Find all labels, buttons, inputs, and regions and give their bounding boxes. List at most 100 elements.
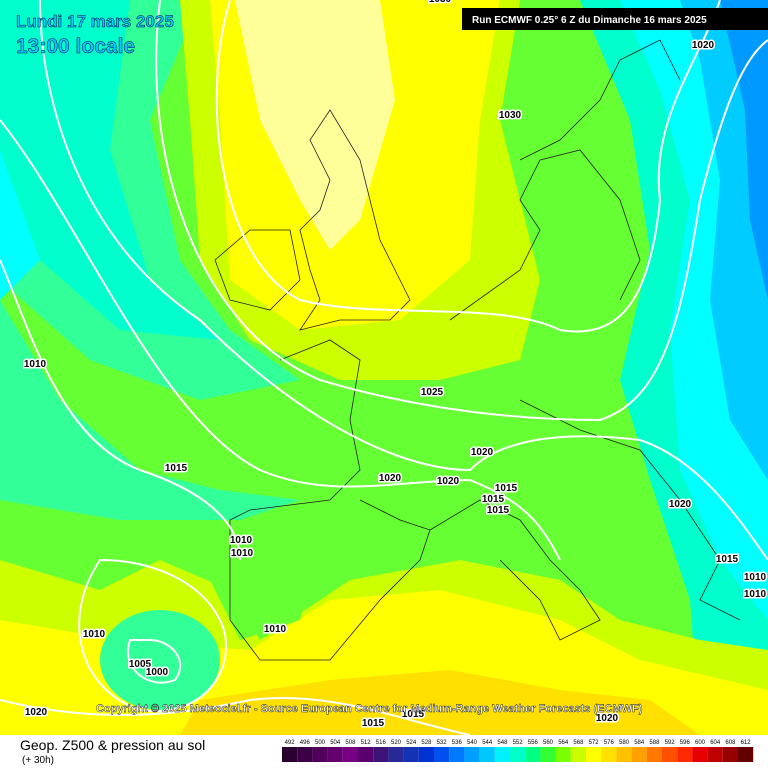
scale-label: 560 (543, 740, 554, 746)
isobar-label: 1015 (487, 505, 510, 516)
scale-label: 524 (406, 740, 417, 746)
scale-label: 540 (467, 740, 478, 746)
scale-label: 612 (741, 740, 752, 746)
isobar-labels: 1030 1020 1030 1010 1025 1020 1015 1020 1020 1015… (22, 0, 768, 731)
isobars (0, 0, 768, 713)
scale-swatch (297, 747, 313, 762)
scale-swatch (692, 747, 708, 762)
isobar-label: 1010 (24, 359, 47, 370)
run-box (462, 8, 768, 30)
isobar-label: 1015 (495, 483, 518, 494)
scale-swatch (434, 747, 450, 762)
scale-label: 584 (634, 740, 645, 746)
scale-swatch (358, 747, 374, 762)
scale-swatch (525, 747, 541, 762)
isobar-label: 1015 (165, 463, 188, 474)
scale-label: 604 (710, 740, 721, 746)
scale-label: 516 (376, 740, 387, 746)
field (0, 0, 768, 735)
scale-label: 536 (452, 740, 463, 746)
scale-swatch (722, 747, 738, 762)
scale-swatch (494, 747, 510, 762)
isobar-label: 1010 (230, 535, 253, 546)
scale-label: 600 (695, 740, 706, 746)
scale-label: 548 (497, 740, 508, 746)
scale-swatch (418, 747, 434, 762)
scale-label: 504 (330, 740, 341, 746)
scale-swatch (570, 747, 586, 762)
scale-label: 496 (300, 740, 311, 746)
isobar-label: 1010 (231, 548, 254, 559)
date: Lundi 17 mars 2025 (16, 12, 174, 31)
run-info: Run ECMWF 0.25° 6 Z du Dimanche 16 mars … (472, 15, 707, 26)
copyright: Copyright © 2025 Meteociel.fr - Source E… (96, 703, 643, 715)
footer-lead: (+ 30h) (22, 755, 54, 766)
isobar-label: 1010 (744, 589, 767, 600)
isobar-label: 1020 (669, 499, 692, 510)
isobar-label: 1025 (421, 387, 444, 398)
scale-swatch (540, 747, 556, 762)
scale-label: 556 (528, 740, 539, 746)
scale-label: 492 (285, 740, 296, 746)
scale-swatch (510, 747, 526, 762)
scale-swatch (327, 747, 343, 762)
isobar-label: 1020 (692, 40, 715, 51)
scale-label: 544 (482, 740, 493, 746)
scale-label: 580 (619, 740, 630, 746)
scale-label: 500 (315, 740, 326, 746)
scale-label: 572 (589, 740, 600, 746)
scale-swatch (388, 747, 404, 762)
isobar-label: 1030 (499, 110, 522, 121)
scale-label: 564 (558, 740, 569, 746)
scale-label: 592 (665, 740, 676, 746)
isobar-label: 1015 (362, 718, 385, 729)
scale-swatch (555, 747, 571, 762)
scale-swatch (464, 747, 480, 762)
scale-label: 528 (421, 740, 432, 746)
isobar-label: 1015 (402, 709, 425, 720)
scale-label: 508 (345, 740, 356, 746)
scale-label: 552 (513, 740, 524, 746)
scale-swatch (586, 747, 602, 762)
scale-label: 588 (649, 740, 660, 746)
scale-label: 532 (437, 740, 448, 746)
scale-label: 576 (604, 740, 615, 746)
scale-swatch (282, 747, 298, 762)
scale-swatch (479, 747, 495, 762)
scale-swatch (601, 747, 617, 762)
scale-swatch (373, 747, 389, 762)
isobar-label: 1015 (716, 554, 739, 565)
scale-swatch (449, 747, 465, 762)
isobar-label: 1020 (25, 707, 48, 718)
isobar-label: 1005 (129, 659, 152, 670)
isobar-label: 1010 (744, 572, 767, 583)
time: 13:00 locale (16, 35, 135, 58)
scale-label: 596 (680, 740, 691, 746)
scale-label: 608 (725, 740, 736, 746)
scale-swatch (631, 747, 647, 762)
isobar-label: 1030 (429, 0, 452, 5)
scale-swatch (738, 747, 754, 762)
isobar-label: 1000 (146, 667, 169, 678)
scale-label: 568 (573, 740, 584, 746)
isobar-label: 1020 (471, 447, 494, 458)
scale-swatch (342, 747, 358, 762)
isobar-label: 1010 (83, 629, 106, 640)
color-scale: 492 496 500 504 508 512 516 520 524 528 532 536 540 5… (282, 740, 754, 762)
scale-label: 520 (391, 740, 402, 746)
scale-swatch (616, 747, 632, 762)
scale-swatch (677, 747, 693, 762)
coastlines (214, 39, 741, 661)
scale-label: 512 (361, 740, 372, 746)
isobar-label: 1020 (437, 476, 460, 487)
scale-swatch (646, 747, 662, 762)
isobar-label: 1010 (264, 624, 287, 635)
scale-swatch (707, 747, 723, 762)
isobar-label: 1020 (596, 713, 619, 724)
scale-swatch (403, 747, 419, 762)
isobar-label: 1015 (482, 494, 505, 505)
isobar-label: 1020 (379, 473, 402, 484)
scale-swatch (312, 747, 328, 762)
